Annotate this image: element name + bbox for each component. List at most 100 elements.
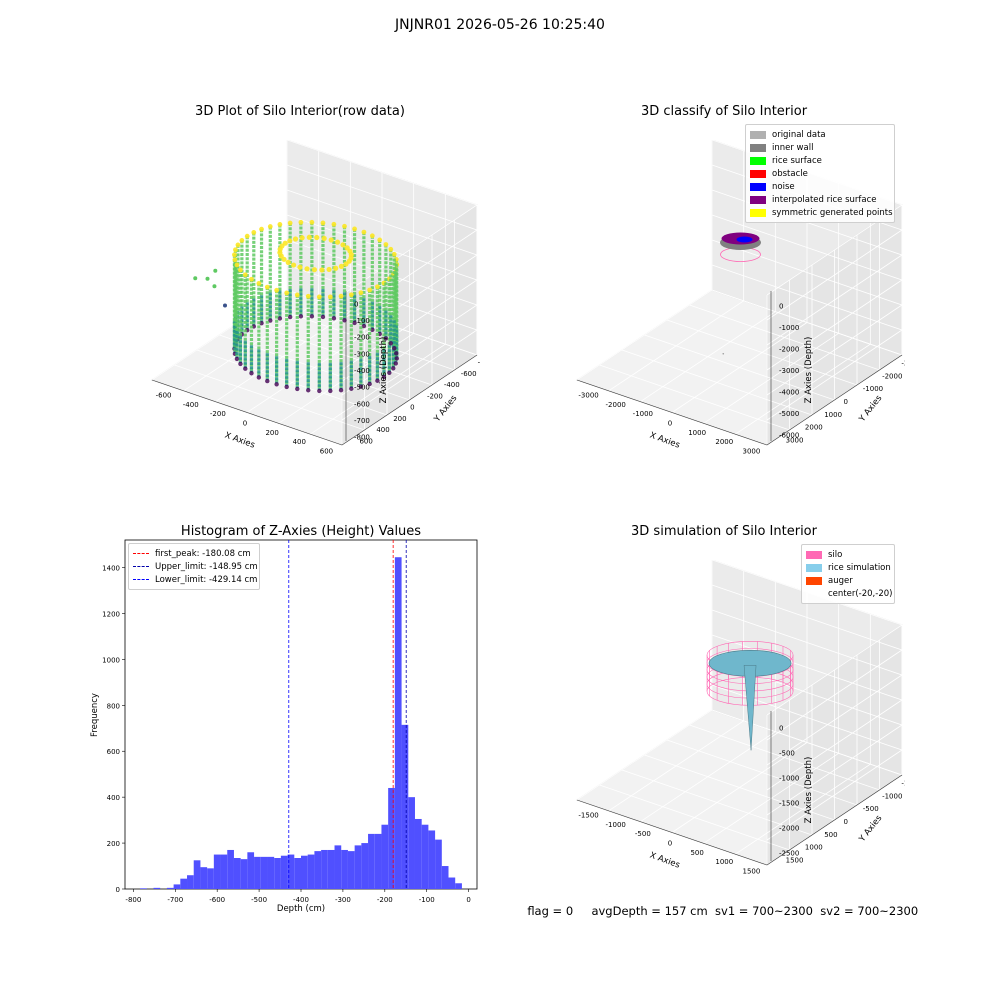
legend-entry: noise [750, 180, 890, 193]
histogram-bar [301, 855, 308, 889]
raw-ztick: -700 [354, 417, 370, 425]
histogram-bar [368, 833, 375, 889]
sim-xtick: -500 [635, 830, 651, 838]
status-sv2: sv2 = 700~2300 [820, 904, 919, 918]
sim-ytick: 500 [824, 831, 837, 839]
histogram-bar [187, 875, 194, 889]
legend-label: Lower_limit: -429.14 cm [155, 574, 258, 585]
histogram-bar [334, 845, 342, 889]
legend-swatch [750, 195, 766, 204]
histogram-bar [435, 839, 442, 889]
raw-xtick: -600 [156, 392, 172, 400]
figure-title: JNJNR01 2026-05-26 10:25:40 [395, 17, 605, 33]
cls-xtick: -1000 [633, 410, 653, 418]
raw-ztick: -600 [354, 400, 370, 408]
legend-entry: Lower_limit: -429.14 cm [133, 573, 258, 586]
histogram-bar [347, 851, 355, 889]
sim-ytick: -1000 [882, 792, 902, 800]
histogram-ytick: 1000 [102, 656, 120, 664]
legend-swatch [750, 182, 766, 191]
raw-xtick: -400 [183, 401, 199, 409]
histogram-bar [294, 858, 301, 889]
legend-swatch [750, 143, 766, 152]
histogram-bar [153, 887, 161, 889]
legend-entry: auger [806, 574, 890, 587]
legend-swatch [133, 553, 149, 554]
legend-label: first_peak: -180.08 cm [155, 548, 251, 559]
histogram-xtick: -800 [125, 896, 141, 904]
histogram-xtick: -500 [251, 896, 267, 904]
cls-zlabel: Z Axies (Depth) [804, 337, 814, 404]
legend-swatch [806, 590, 822, 598]
raw-xtick: 200 [265, 429, 278, 437]
histogram-bar [354, 845, 362, 889]
raw-point-cloud [193, 219, 400, 394]
status-sv1: sv1 = 700~2300 [715, 904, 813, 918]
legend-label: original data [772, 129, 826, 140]
sim-xtick: 0 [668, 840, 672, 848]
raw-ytick: 200 [393, 415, 406, 423]
raw-plot-title: 3D Plot of Silo Interior(row data) [195, 104, 405, 119]
sim-xlabel: X Axies [648, 851, 681, 871]
legend-entry: first_peak: -180.08 cm [133, 547, 255, 560]
legend-entry: rice simulation [806, 561, 891, 574]
raw-ztick: -100 [354, 317, 370, 325]
cls-xlabel: X Axies [648, 431, 681, 451]
sim-ztick: -2500 [779, 850, 799, 858]
histogram-bar [361, 843, 369, 889]
histogram-bar [381, 824, 389, 889]
raw-ztick: -800 [354, 434, 370, 442]
histogram-bar [341, 849, 348, 889]
histogram-bar [173, 884, 181, 889]
histogram-bar [307, 854, 315, 889]
simulation-legend: silo rice simulation auger center(-20,-20) [801, 544, 895, 604]
cls-ztick: -6000 [779, 431, 799, 439]
raw-ztick: -400 [354, 367, 370, 375]
histogram-xtick: -100 [419, 896, 435, 904]
legend-label: interpolated rice surface [772, 194, 877, 205]
histogram-bar [233, 858, 241, 889]
classify-legend: original data inner wall rice surface obsta… [745, 124, 895, 223]
cls-ytick: 3000 [786, 437, 804, 445]
raw-ztick: 0 [354, 300, 358, 308]
simulation-3d-axes [575, 560, 904, 866]
histogram-bar [455, 883, 462, 889]
raw-ztick: -200 [354, 334, 370, 342]
histogram-xtick: 0 [466, 896, 470, 904]
cls-ztick: -1000 [779, 324, 799, 332]
histogram-bar [180, 878, 188, 889]
histogram-bar [140, 888, 147, 889]
histogram-xtick: -400 [293, 896, 309, 904]
raw-xtick: 0 [243, 420, 247, 428]
legend-swatch [806, 550, 822, 559]
cls-xtick: 1000 [688, 429, 706, 437]
simulation-silo-model [706, 641, 794, 751]
histogram-bar [321, 849, 328, 889]
sim-xtick: -1500 [578, 812, 598, 820]
cls-ztick: -3000 [779, 367, 799, 375]
legend-label: silo [828, 549, 843, 560]
raw-ytick: 600 [359, 437, 372, 445]
raw-ztick: -300 [354, 350, 370, 358]
cls-ztick: -2000 [779, 346, 799, 354]
cls-ylabel: Y Axies [857, 393, 885, 425]
histogram-xtick: -700 [167, 896, 183, 904]
cls-ytick: 2000 [805, 424, 823, 432]
histogram-reference-lines [288, 540, 407, 889]
raw-ztick: -500 [354, 384, 370, 392]
sim-xtick: 1500 [743, 867, 761, 875]
histogram-bar [213, 854, 221, 889]
legend-swatch [133, 579, 149, 580]
legend-entry: center(-20,-20) [806, 587, 893, 600]
histogram-bar [287, 854, 295, 889]
sim-ztick: 0 [779, 725, 783, 733]
cls-ztick: -5000 [779, 410, 799, 418]
cls-ytick: -3000 [901, 359, 905, 367]
legend-label: center(-20,-20) [828, 588, 893, 599]
histogram-tick-labels: -800 -700 -600 -500 -400 -300 -200 -100 0 0 200 400… [102, 565, 471, 904]
status-line: flag = 0 avgDepth = 157 cm sv1 = 700~230… [520, 890, 918, 918]
histogram-xlabel: Depth (cm) [277, 904, 325, 914]
histogram-bar [274, 858, 281, 889]
histogram-ytick: 200 [107, 840, 120, 848]
sim-xtick: 1000 [715, 858, 733, 866]
